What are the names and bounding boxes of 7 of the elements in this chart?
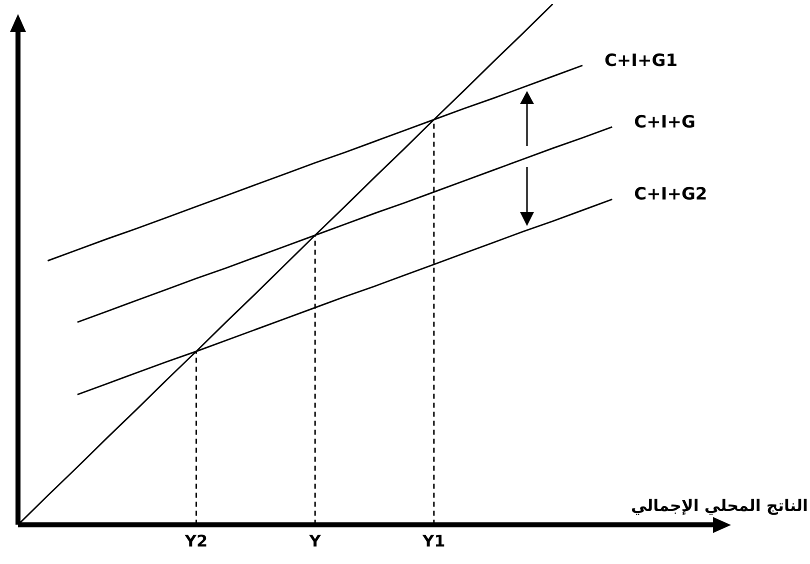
- x-tick-label: Y: [308, 532, 322, 551]
- series-label: C+I+G: [634, 112, 696, 132]
- x-tick-label: Y2: [184, 532, 208, 551]
- series-label: C+I+G1: [604, 50, 678, 71]
- series-label: C+I+G2: [634, 184, 708, 205]
- x-tick-label: Y1: [422, 532, 446, 551]
- x-axis-title: الناتج المحلي الإجمالي: [630, 496, 808, 515]
